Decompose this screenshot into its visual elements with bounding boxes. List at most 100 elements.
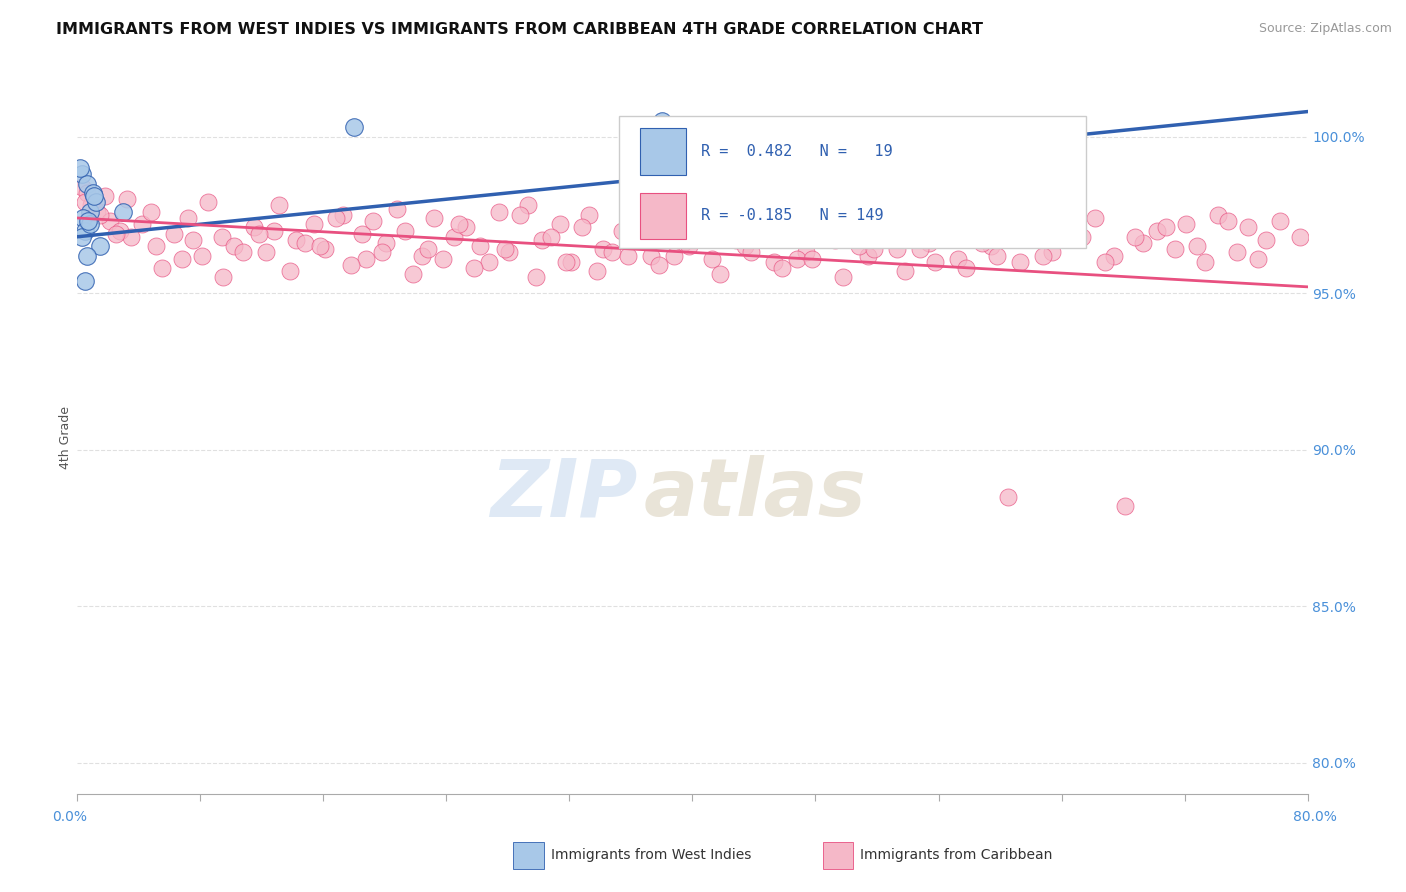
Point <box>470 239 492 253</box>
Point <box>463 261 485 276</box>
Text: Source: ZipAtlas.com: Source: ZipAtlas.com <box>1258 22 1392 36</box>
Point <box>939 223 962 237</box>
Point <box>755 214 778 228</box>
Point <box>786 252 808 266</box>
Point <box>211 229 233 244</box>
Point <box>924 255 946 269</box>
Point <box>77 214 100 228</box>
Point <box>197 195 219 210</box>
Point <box>112 204 135 219</box>
Text: IMMIGRANTS FROM WEST INDIES VS IMMIGRANTS FROM CARIBBEAN 4TH GRADE CORRELATION C: IMMIGRANTS FROM WEST INDIES VS IMMIGRANT… <box>56 22 983 37</box>
Point <box>181 233 204 247</box>
Point <box>868 198 890 212</box>
Point <box>416 242 439 256</box>
Point <box>84 195 107 210</box>
Point <box>817 198 839 212</box>
Point <box>762 255 785 269</box>
Point <box>309 239 332 253</box>
Point <box>284 233 307 247</box>
Point <box>586 264 609 278</box>
Point <box>1114 499 1136 513</box>
Point <box>375 235 398 250</box>
Point <box>343 120 366 135</box>
Point <box>1164 242 1187 256</box>
Point <box>94 189 117 203</box>
Point <box>838 211 860 225</box>
Point <box>1268 214 1291 228</box>
Point <box>1236 220 1258 235</box>
Point <box>73 195 96 210</box>
Point <box>1125 229 1147 244</box>
Point <box>540 229 562 244</box>
Point <box>314 242 336 256</box>
Point <box>423 211 446 225</box>
Point <box>325 211 347 225</box>
Text: ZIP: ZIP <box>489 455 637 533</box>
Point <box>79 217 101 231</box>
Point <box>332 208 354 222</box>
Point <box>555 255 578 269</box>
Point <box>970 235 993 250</box>
Point <box>1001 211 1024 225</box>
Text: R =  0.482   N =   19: R = 0.482 N = 19 <box>702 145 893 159</box>
Point <box>908 242 931 256</box>
Point <box>724 233 747 247</box>
Point <box>516 198 538 212</box>
Point <box>651 114 673 128</box>
Point <box>89 239 111 253</box>
Point <box>672 235 695 250</box>
Point <box>571 220 593 235</box>
Point <box>662 248 685 262</box>
Point <box>163 227 186 241</box>
Point <box>1052 220 1074 235</box>
Point <box>86 204 108 219</box>
Point <box>678 239 700 253</box>
Point <box>929 214 952 228</box>
Point <box>115 192 138 206</box>
Point <box>70 179 93 194</box>
Point <box>948 252 970 266</box>
Point <box>177 211 200 225</box>
Point <box>1185 239 1208 253</box>
Point <box>131 217 153 231</box>
Point <box>145 239 167 253</box>
Point <box>411 248 433 262</box>
Point <box>1208 208 1230 222</box>
Point <box>893 264 915 278</box>
Point <box>509 208 531 222</box>
Point <box>955 261 977 276</box>
Point <box>110 223 132 237</box>
Point <box>886 242 908 256</box>
Point <box>243 220 266 235</box>
Point <box>621 229 644 244</box>
Point <box>361 214 384 228</box>
Point <box>394 223 416 237</box>
FancyBboxPatch shape <box>619 116 1087 248</box>
Point <box>443 229 465 244</box>
Bar <box>640 193 686 239</box>
Point <box>1070 229 1092 244</box>
Point <box>212 270 235 285</box>
Point <box>770 261 793 276</box>
Point <box>633 204 655 219</box>
Point <box>478 255 501 269</box>
Point <box>141 204 163 219</box>
Point <box>232 245 254 260</box>
Point <box>530 233 553 247</box>
Point <box>1175 217 1198 231</box>
Point <box>170 252 193 266</box>
Point <box>256 245 278 260</box>
Point <box>683 198 706 212</box>
Point <box>73 274 96 288</box>
Point <box>120 229 142 244</box>
Text: Immigrants from Caribbean: Immigrants from Caribbean <box>860 848 1053 863</box>
Point <box>488 204 510 219</box>
Bar <box>640 128 686 175</box>
Point <box>986 248 1008 262</box>
Point <box>709 268 731 282</box>
Point <box>70 229 93 244</box>
Point <box>1040 245 1063 260</box>
Point <box>104 227 127 241</box>
Text: 80.0%: 80.0% <box>1294 810 1337 823</box>
Point <box>387 202 409 216</box>
